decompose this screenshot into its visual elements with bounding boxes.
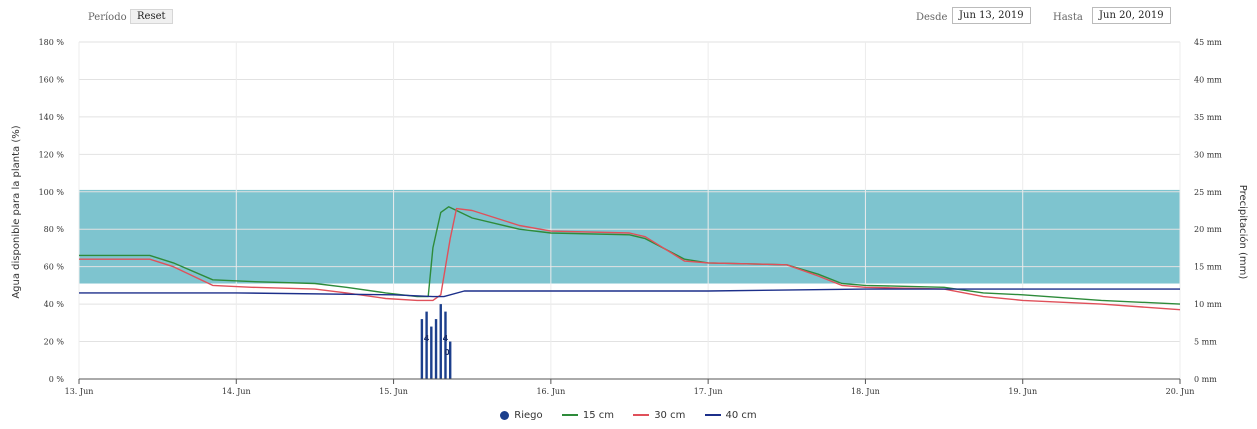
x-tick-label: 17. Jun <box>694 387 723 396</box>
y2-tick-label: 30 mm <box>1194 150 1222 159</box>
x-tick-label: 14. Jun <box>222 387 251 396</box>
y-tick-label: 120 % <box>39 150 65 159</box>
legend-item-15cm[interactable]: 15 cm <box>561 410 614 421</box>
y2-axis-label: Precipitación (mm) <box>1237 185 1249 280</box>
riego-bar <box>425 311 428 379</box>
legend-label: Riego <box>514 410 543 421</box>
legend-label: 40 cm <box>725 410 757 421</box>
line-swatch-icon <box>704 414 721 416</box>
y2-tick-label: 45 mm <box>1194 38 1222 47</box>
y2-tick-label: 0 mm <box>1194 375 1217 384</box>
riego-bar <box>420 319 424 379</box>
y-tick-label: 140 % <box>39 113 65 122</box>
series-line <box>79 207 1181 311</box>
chart-controls: Período Reset Desde Jun 13, 2019 Hasta J… <box>0 0 1257 34</box>
x-tick-label: 16. Jun <box>536 387 565 396</box>
y2-tick-label: 15 mm <box>1194 263 1222 272</box>
y-tick-label: 80 % <box>44 225 65 234</box>
y-tick-label: 40 % <box>44 300 65 309</box>
band-rect <box>79 189 1180 284</box>
legend-label: 15 cm <box>582 410 614 421</box>
riego-bar-label: 4 <box>424 334 430 343</box>
from-label: Desde <box>916 12 948 23</box>
riego-bar-label: 0 <box>444 348 450 357</box>
riego-bar <box>430 326 433 379</box>
y-tick-label: 160 % <box>39 75 65 84</box>
reset-button[interactable]: Reset <box>130 9 173 24</box>
y2-tick-label: 35 mm <box>1194 113 1222 122</box>
x-tick-label: 18. Jun <box>851 387 880 396</box>
riego-bars: 4 4 0 <box>420 304 452 379</box>
riego-bar-label: 4 <box>443 334 449 343</box>
legend-label: 30 cm <box>654 410 686 421</box>
optimal-range-band <box>79 189 1180 284</box>
x-tick-label: 19. Jun <box>1008 387 1037 396</box>
axes: 0 % 0 mm 20 % 5 mm 40 % 10 mm 60 % 15 mm 80 % 20 … <box>39 38 1223 396</box>
x-tick-label: 13. Jun <box>65 387 94 396</box>
y2-tick-label: 5 mm <box>1194 338 1217 347</box>
series-lines <box>79 206 1181 311</box>
riego-bar <box>444 311 447 379</box>
x-tick-label: 20. Jun <box>1166 387 1195 396</box>
period-label: Período <box>88 12 127 23</box>
to-label: Hasta <box>1053 12 1083 23</box>
y2-tick-label: 40 mm <box>1194 75 1222 84</box>
y-tick-label: 0 % <box>49 375 65 384</box>
to-date-input[interactable]: Jun 20, 2019 <box>1092 7 1171 24</box>
y2-tick-label: 25 mm <box>1194 188 1222 197</box>
line-swatch-icon <box>561 414 578 416</box>
y-tick-label: 180 % <box>39 38 65 47</box>
y-tick-label: 20 % <box>44 338 65 347</box>
y-axis-label: Agua disponible para la planta (%) <box>11 125 22 298</box>
riego-bar <box>448 341 452 379</box>
x-tick-label: 15. Jun <box>379 387 408 396</box>
y2-tick-label: 10 mm <box>1194 300 1222 309</box>
riego-dot-icon <box>500 410 510 420</box>
from-date-input[interactable]: Jun 13, 2019 <box>952 7 1031 24</box>
riego-bar <box>434 319 438 379</box>
legend: Riego 15 cm 30 cm 40 cm <box>0 410 1257 421</box>
y2-tick-label: 20 mm <box>1194 225 1222 234</box>
legend-item-riego[interactable]: Riego <box>500 410 543 421</box>
legend-item-40cm[interactable]: 40 cm <box>704 410 757 421</box>
series-line <box>79 288 1180 298</box>
riego-bar <box>439 304 442 379</box>
line-swatch-icon <box>633 414 650 416</box>
y-tick-label: 100 % <box>39 188 65 197</box>
y-tick-label: 60 % <box>44 263 65 272</box>
legend-item-30cm[interactable]: 30 cm <box>633 410 685 421</box>
series-line <box>79 206 1181 305</box>
